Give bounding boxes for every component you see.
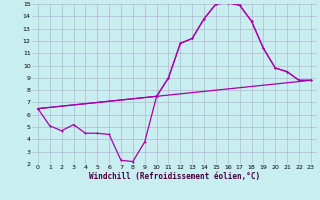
X-axis label: Windchill (Refroidissement éolien,°C): Windchill (Refroidissement éolien,°C) [89,172,260,181]
